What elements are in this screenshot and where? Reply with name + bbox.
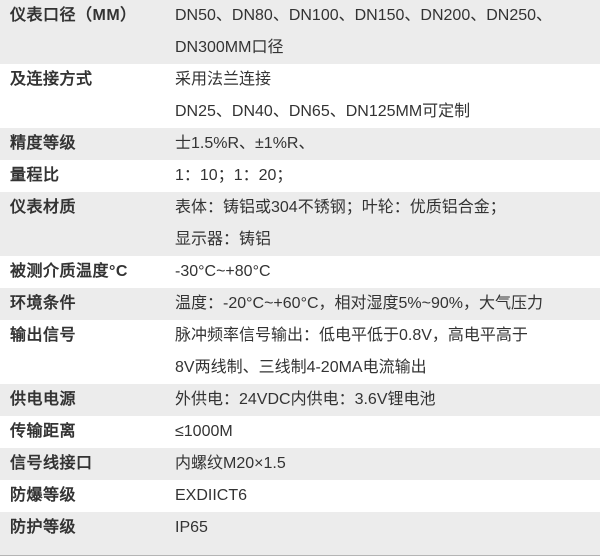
spec-value-line: DN25、DN40、DN65、DN125MM可定制: [175, 103, 471, 120]
spec-value-line: 显示器：铸铝: [175, 231, 272, 248]
spec-value-line: 士1.5%R、±1%R、: [175, 135, 315, 152]
spec-value: 温度：-20°C~+60°C，相对湿度5%~90%，大气压力: [175, 288, 600, 320]
spec-value: 采用法兰连接 DN25、DN40、DN65、DN125MM可定制: [175, 64, 600, 128]
table-row: 精度等级 士1.5%R、±1%R、: [0, 128, 600, 160]
table-row: 仪表口径（MM） DN50、DN80、DN100、DN150、DN200、DN2…: [0, 0, 600, 64]
table-row: 供电电源 外供电：24VDC内供电：3.6V锂电池: [0, 384, 600, 416]
spec-value: IP65: [175, 512, 600, 544]
spec-value: 士1.5%R、±1%R、: [175, 128, 600, 160]
spec-value-line: DN50、DN80、DN100、DN150、DN200、DN250、: [175, 7, 553, 24]
spec-value: ≤1000M: [175, 416, 600, 448]
spec-value-line: 采用法兰连接: [175, 71, 272, 88]
spec-label: 信号线接口: [10, 455, 93, 472]
spec-value-line: 1：10；1：20；: [175, 167, 293, 184]
table-row: 及连接方式 采用法兰连接 DN25、DN40、DN65、DN125MM可定制: [0, 64, 600, 128]
spec-value-line: 外供电：24VDC内供电：3.6V锂电池: [175, 391, 436, 408]
table-row: 被测介质温度°C -30°C~+80°C: [0, 256, 600, 288]
spec-value: 内螺纹M20×1.5: [175, 448, 600, 480]
spec-value: DN50、DN80、DN100、DN150、DN200、DN250、 DN300M…: [175, 0, 600, 64]
spec-label: 及连接方式: [10, 71, 93, 88]
spec-value-line: EXDIICT6: [175, 487, 248, 504]
spec-label: 防护等级: [10, 519, 77, 536]
table-row: 量程比 1：10；1：20；: [0, 160, 600, 192]
spec-label: 仪表材质: [10, 199, 77, 216]
spec-label: 精度等级: [10, 135, 77, 152]
spec-label: 量程比: [10, 167, 60, 184]
spec-value: -30°C~+80°C: [175, 256, 600, 288]
spec-value-line: 内螺纹M20×1.5: [175, 455, 286, 472]
spec-value: 表体：铸铝或304不锈钢；叶轮：优质铝合金； 显示器：铸铝: [175, 192, 600, 256]
spec-label: 输出信号: [10, 327, 77, 344]
spec-value-line: 温度：-20°C~+60°C，相对湿度5%~90%，大气压力: [175, 295, 544, 312]
spec-value-line: 8V两线制、三线制4-20MA电流输出: [175, 359, 427, 376]
spec-value-line: 脉冲频率信号输出：低电平低于0.8V，高电平高于: [175, 327, 528, 344]
table-row: 仪表材质 表体：铸铝或304不锈钢；叶轮：优质铝合金； 显示器：铸铝: [0, 192, 600, 256]
spec-value-line: DN300MM口径: [175, 39, 284, 56]
table-row: 防护等级 IP65: [0, 512, 600, 555]
spec-value-line: -30°C~+80°C: [175, 263, 271, 280]
table-row: 传输距离 ≤1000M: [0, 416, 600, 448]
table-row: 输出信号 脉冲频率信号输出：低电平低于0.8V，高电平高于 8V两线制、三线制4-…: [0, 320, 600, 384]
spec-value: 脉冲频率信号输出：低电平低于0.8V，高电平高于 8V两线制、三线制4-20MA电…: [175, 320, 600, 384]
spec-value: 外供电：24VDC内供电：3.6V锂电池: [175, 384, 600, 416]
spec-value: 1：10；1：20；: [175, 160, 600, 192]
table-row: 防爆等级 EXDIICT6: [0, 480, 600, 512]
table-row: 信号线接口 内螺纹M20×1.5: [0, 448, 600, 480]
spec-label: 供电电源: [10, 391, 77, 408]
spec-label: 防爆等级: [10, 487, 77, 504]
table-row: 环境条件 温度：-20°C~+60°C，相对湿度5%~90%，大气压力: [0, 288, 600, 320]
spec-label: 传输距离: [10, 423, 77, 440]
spec-value-line: 表体：铸铝或304不锈钢；叶轮：优质铝合金；: [175, 199, 506, 216]
spec-value: EXDIICT6: [175, 480, 600, 512]
spec-label: 被测介质温度°C: [10, 263, 128, 280]
spec-label: 环境条件: [10, 295, 77, 312]
spec-value-line: ≤1000M: [175, 423, 233, 440]
spec-value-line: IP65: [175, 519, 208, 536]
spec-label: 仪表口径（MM）: [10, 7, 137, 24]
